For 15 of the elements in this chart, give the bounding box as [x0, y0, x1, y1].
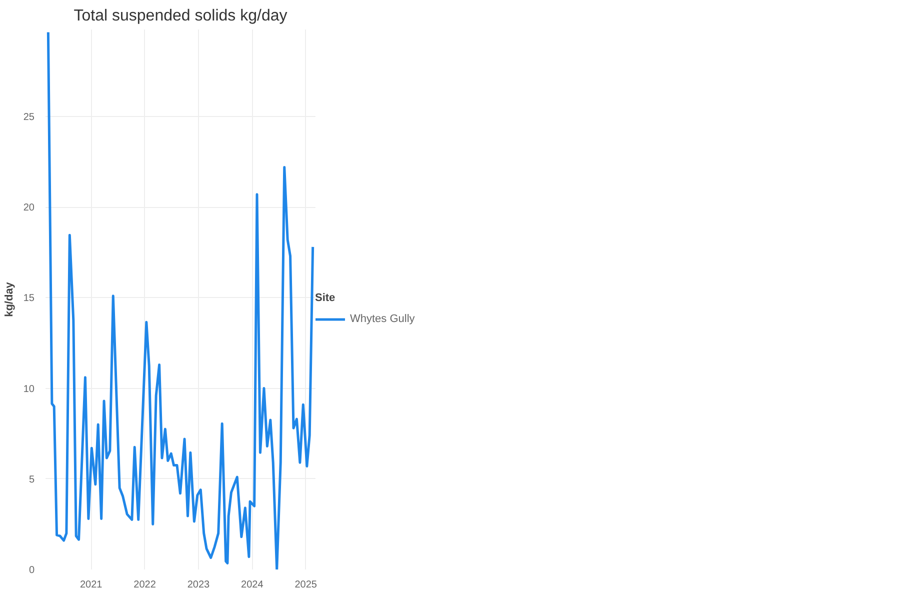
y-tick-label: 25 — [23, 112, 35, 123]
x-tick-label: 2024 — [241, 580, 264, 590]
y-tick-label: 20 — [23, 202, 35, 214]
chart-title: Total suspended solids kg/day — [74, 8, 288, 24]
y-tick-label: 15 — [23, 293, 35, 304]
x-tick-label: 2022 — [134, 580, 156, 590]
x-tick-label: 2023 — [187, 580, 210, 590]
y-tick-label: 5 — [28, 474, 35, 486]
legend-title: Site — [315, 292, 336, 304]
y-axis-title: kg/day — [3, 281, 16, 317]
x-tick-label: 2021 — [80, 580, 103, 590]
y-tick-label: 10 — [23, 384, 35, 395]
legend-label: Whytes Gully — [350, 313, 415, 325]
x-tick-label: 2025 — [294, 580, 318, 590]
y-tick-label: 0 — [28, 565, 35, 576]
